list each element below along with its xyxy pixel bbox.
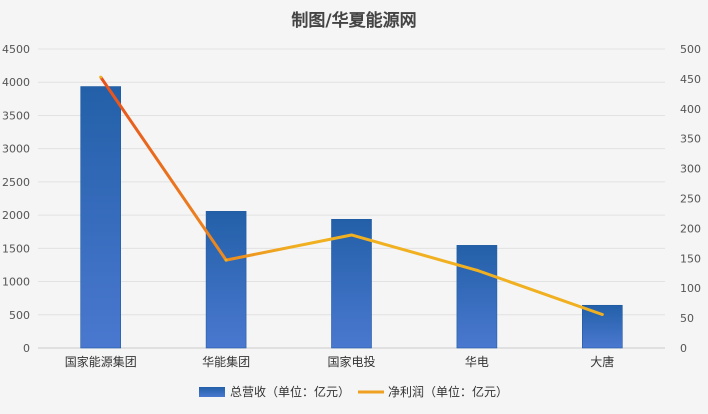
y-left-tick-label: 2000 (2, 209, 30, 222)
profit-point (350, 233, 353, 237)
profit-point (475, 268, 479, 272)
legend-bar-label[interactable]: 总营收（单位：亿元） (230, 384, 350, 399)
x-tick-label: 国家能源集团 (65, 354, 137, 369)
x-tick-label: 华电 (465, 355, 489, 369)
y-left-tick-label: 500 (9, 309, 30, 322)
y-right-tick-label: 500 (680, 43, 701, 56)
y-right-tick-label: 450 (680, 73, 701, 86)
y-left-tick-label: 1500 (2, 242, 30, 255)
y-right-tick-label: 400 (680, 103, 701, 116)
y-right-tick-label: 0 (680, 342, 687, 355)
y-right-tick-label: 100 (680, 282, 701, 295)
bar (331, 218, 372, 349)
profit-point (99, 75, 103, 79)
profit-point (600, 313, 604, 317)
y-left-tick-label: 1000 (2, 276, 30, 289)
chart-title: 制图/华夏能源网 (291, 10, 416, 31)
y-left-tick-label: 4500 (2, 43, 30, 56)
legend-bar-swatch (199, 387, 225, 397)
y-left-tick-label: 3000 (2, 143, 30, 156)
legend-line-label[interactable]: 净利润（单位：亿元） (388, 384, 508, 399)
legend: 总营收（单位：亿元） 净利润（单位：亿元） (199, 384, 508, 399)
x-tick-label: 大唐 (590, 354, 614, 369)
y-left-tick-label: 0 (23, 342, 30, 355)
x-tick-label: 国家电投 (327, 354, 375, 369)
x-tick-label: 华能集团 (202, 354, 250, 369)
bar (581, 304, 623, 349)
y-right-tick-label: 350 (680, 133, 701, 146)
y-right-tick-label: 50 (680, 312, 694, 325)
y-right-tick-label: 150 (680, 252, 701, 265)
bar (205, 211, 247, 349)
y-left-tick-label: 4000 (2, 76, 30, 89)
bar (80, 86, 121, 349)
y-right-tick-label: 200 (680, 222, 701, 235)
profit-point (224, 258, 228, 262)
y-right-tick-label: 300 (680, 163, 701, 176)
y-left-tick-label: 3500 (2, 109, 30, 122)
bar (456, 245, 498, 349)
y-right-tick-label: 250 (680, 193, 701, 206)
y-left-tick-label: 2500 (2, 176, 30, 189)
